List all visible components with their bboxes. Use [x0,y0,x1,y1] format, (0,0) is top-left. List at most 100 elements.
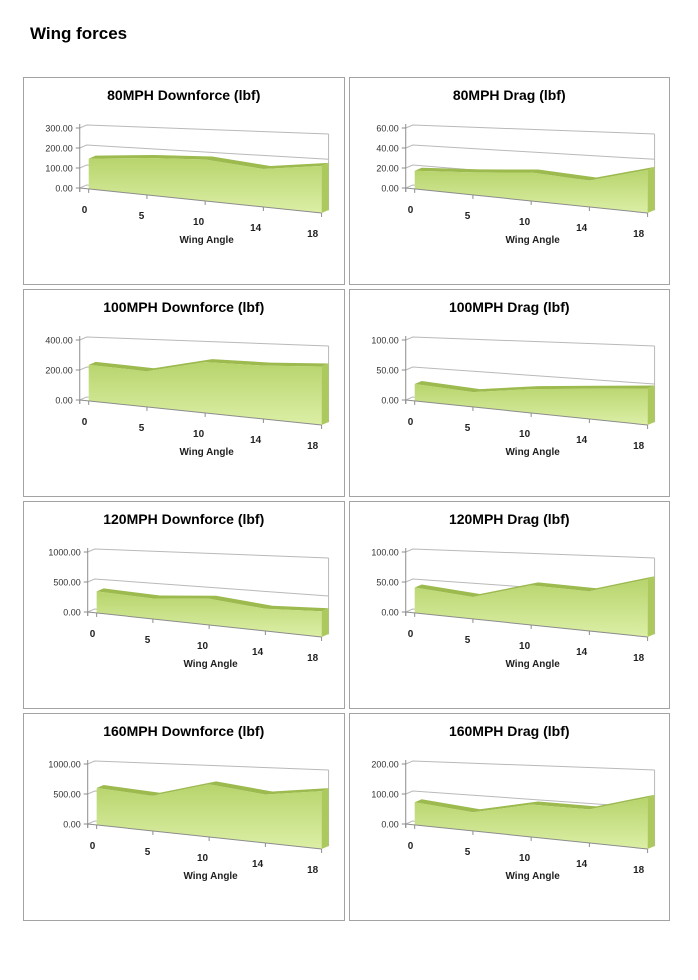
area-chart-canvas: 0.00 50.00 100.00 0 5 10 14 18 Wing Angle [371,335,655,458]
svg-text:0: 0 [82,205,88,216]
chart-panel-80mph-downforce: 80MPH Downforce (lbf) 0.00 100.00 200.00 30… [23,77,345,285]
svg-text:5: 5 [464,423,470,434]
svg-text:Wing Angle: Wing Angle [180,447,235,458]
svg-text:5: 5 [464,635,470,646]
chart-panel-80mph-drag: 80MPH Drag (lbf) 0.00 20.00 40.00 60.00 0 5 10… [348,77,670,285]
chart-title: 160MPH Downforce (lbf) [103,723,265,739]
svg-text:14: 14 [252,859,264,870]
chart-title: 120MPH Downforce (lbf) [103,511,265,527]
svg-text:20.00: 20.00 [376,163,398,173]
svg-text:5: 5 [145,635,151,646]
chart-panel-100mph-drag: 100MPH Drag (lbf) 0.00 50.00 100.00 0 5 10 14 1… [348,289,670,497]
svg-text:10: 10 [519,429,531,440]
chart-title: 100MPH Drag (lbf) [448,299,570,315]
svg-text:5: 5 [139,423,145,434]
chart-title: 120MPH Drag (lbf) [448,511,570,527]
svg-text:18: 18 [633,441,645,452]
svg-text:18: 18 [307,441,319,452]
page-title: Wing forces [30,24,128,43]
svg-text:1000.00: 1000.00 [48,759,80,769]
svg-text:14: 14 [250,435,262,446]
svg-text:10: 10 [519,853,531,864]
svg-text:Wing Angle: Wing Angle [505,871,560,882]
area-chart-canvas: 0.00 500.00 1000.00 0 5 10 14 18 Wing Angle [48,759,330,882]
svg-text:Wing Angle: Wing Angle [505,235,560,246]
svg-text:10: 10 [193,429,205,440]
svg-text:10: 10 [197,853,209,864]
svg-text:14: 14 [576,435,588,446]
svg-text:200.00: 200.00 [371,759,398,769]
svg-text:14: 14 [576,223,588,234]
svg-text:100.00: 100.00 [45,163,72,173]
svg-text:5: 5 [145,847,151,858]
svg-text:100.00: 100.00 [371,335,398,345]
chart-title: 80MPH Downforce (lbf) [107,87,261,103]
svg-text:10: 10 [519,217,531,228]
svg-text:10: 10 [519,641,531,652]
svg-text:0: 0 [407,417,413,428]
svg-text:18: 18 [307,653,319,664]
svg-text:10: 10 [197,641,209,652]
svg-text:0.00: 0.00 [63,607,80,617]
svg-text:Wing Angle: Wing Angle [180,235,235,246]
svg-text:Wing Angle: Wing Angle [184,659,239,670]
svg-text:14: 14 [252,647,264,658]
area-chart-canvas: 0.00 500.00 1000.00 0 5 10 14 18 Wing Angle [48,547,330,670]
svg-text:14: 14 [250,223,262,234]
svg-text:Wing Angle: Wing Angle [505,659,560,670]
svg-text:0: 0 [90,841,96,852]
chart-title: 160MPH Drag (lbf) [448,723,570,739]
svg-text:200.00: 200.00 [45,143,72,153]
svg-text:18: 18 [633,865,645,876]
svg-text:0.00: 0.00 [63,819,80,829]
svg-text:14: 14 [576,859,588,870]
svg-text:Wing Angle: Wing Angle [184,871,239,882]
svg-text:0.00: 0.00 [55,395,72,405]
svg-text:50.00: 50.00 [376,577,398,587]
chart-title: 100MPH Downforce (lbf) [103,299,265,315]
svg-text:0.00: 0.00 [381,183,398,193]
svg-text:0: 0 [407,841,413,852]
svg-text:0: 0 [407,205,413,216]
svg-text:100.00: 100.00 [371,789,398,799]
chart-panel-160mph-drag: 160MPH Drag (lbf) 0.00 100.00 200.00 0 5 10 14… [348,713,670,921]
svg-text:200.00: 200.00 [45,365,72,375]
svg-text:0.00: 0.00 [55,183,72,193]
svg-text:500.00: 500.00 [53,577,80,587]
svg-text:0: 0 [407,629,413,640]
svg-text:1000.00: 1000.00 [48,547,80,557]
svg-text:10: 10 [193,217,205,228]
svg-text:18: 18 [633,229,645,240]
svg-text:40.00: 40.00 [376,143,398,153]
area-chart-canvas: 0.00 100.00 200.00 300.00 0 5 10 14 18 Wing Angle [45,123,330,246]
svg-text:400.00: 400.00 [45,335,72,345]
chart-title: 80MPH Drag (lbf) [452,87,566,103]
svg-text:18: 18 [307,865,319,876]
svg-text:500.00: 500.00 [53,789,80,799]
svg-text:0.00: 0.00 [381,607,398,617]
svg-text:5: 5 [139,211,145,222]
svg-text:18: 18 [307,229,319,240]
svg-text:18: 18 [633,653,645,664]
chart-panel-120mph-downforce: 120MPH Downforce (lbf) 0.00 500.00 1000.00… [23,501,345,709]
chart-panel-100mph-downforce: 100MPH Downforce (lbf) 0.00 200.00 400.00 0… [23,289,345,497]
area-chart-canvas: 0.00 50.00 100.00 0 5 10 14 18 Wing Angle [371,547,655,670]
svg-text:0.00: 0.00 [381,395,398,405]
svg-text:5: 5 [464,847,470,858]
svg-text:5: 5 [464,211,470,222]
svg-text:14: 14 [576,647,588,658]
area-chart-canvas: 0.00 200.00 400.00 0 5 10 14 18 Wing Angle [45,335,330,458]
svg-text:0: 0 [82,417,88,428]
chart-grid: 80MPH Downforce (lbf) 0.00 100.00 200.00 30… [23,77,670,921]
chart-panel-120mph-drag: 120MPH Drag (lbf) 0.00 50.00 100.00 0 5 10 14 1… [348,501,670,709]
svg-text:300.00: 300.00 [45,123,72,133]
chart-panel-160mph-downforce: 160MPH Downforce (lbf) 0.00 500.00 1000.00… [23,713,345,921]
svg-text:50.00: 50.00 [376,365,398,375]
svg-text:0.00: 0.00 [381,819,398,829]
area-chart-canvas: 0.00 20.00 40.00 60.00 0 5 10 14 18 Wing Angle [376,123,655,246]
svg-text:100.00: 100.00 [371,547,398,557]
svg-text:Wing Angle: Wing Angle [505,447,560,458]
svg-text:0: 0 [90,629,96,640]
svg-text:60.00: 60.00 [376,123,398,133]
area-chart-canvas: 0.00 100.00 200.00 0 5 10 14 18 Wing Angle [371,759,655,882]
